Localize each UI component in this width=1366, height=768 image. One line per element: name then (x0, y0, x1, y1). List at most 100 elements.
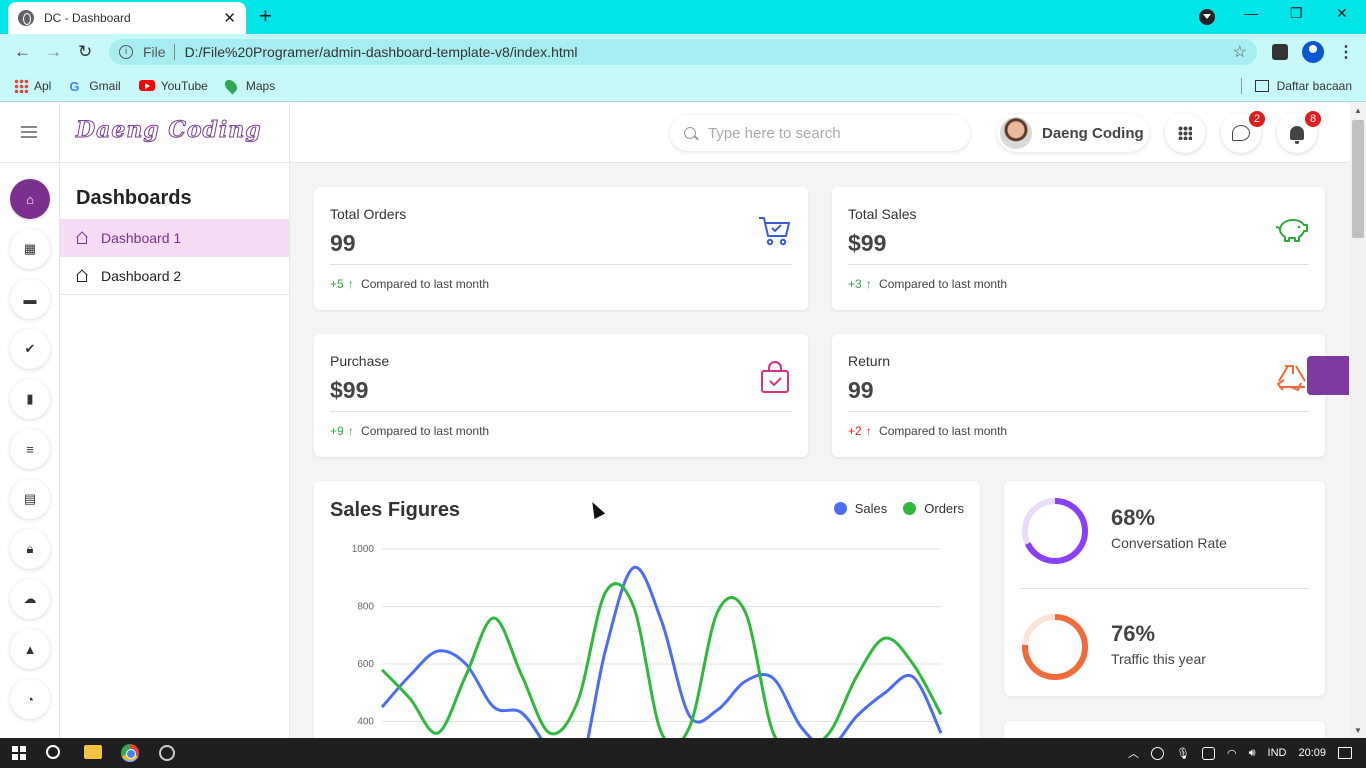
extensions-puzzle-icon[interactable] (1272, 44, 1288, 60)
conversation-rate-donut (1022, 498, 1088, 564)
chrome-icon[interactable] (121, 744, 139, 762)
bookmark-maps[interactable]: Maps (222, 77, 275, 94)
stat-compare-text: Compared to last month (879, 424, 1008, 438)
series-line-orders (380, 582, 943, 738)
stat-divider (330, 411, 792, 412)
sidebar-title: Dashboards (76, 187, 192, 209)
bookmark-apl[interactable]: Apl (14, 78, 52, 93)
sidebar-divider (60, 162, 290, 163)
sales-figures-card: Sales Figures Sales Orders 1000 800 600 400 (314, 481, 980, 738)
progress-divider (1020, 588, 1309, 589)
brand-logo[interactable]: Daeng Coding (76, 117, 262, 144)
series-line-sales (380, 565, 943, 738)
window-close-icon[interactable]: ✕ (1336, 5, 1348, 21)
language-indicator[interactable]: IND (1267, 747, 1287, 759)
forward-icon[interactable]: → (45, 42, 62, 61)
tray-chevron-icon[interactable]: ︿ (1128, 748, 1139, 760)
search-input[interactable] (708, 124, 948, 142)
stat-value: $99 (330, 377, 369, 403)
stat-divider (848, 264, 1309, 265)
profile-icon[interactable] (1302, 41, 1324, 63)
legend-item-orders[interactable]: Orders (903, 501, 964, 516)
menu-kebab-icon[interactable]: ⋮ (1338, 44, 1354, 61)
new-tab-icon[interactable]: + (259, 3, 272, 28)
microphone-icon[interactable]: 🎙︎ (1176, 747, 1190, 760)
maps-pin-icon (222, 77, 240, 94)
traffic-cone-icon[interactable]: ▲ (10, 629, 50, 669)
home-icon[interactable]: ⌂ (10, 179, 50, 219)
shopping-bag-icon[interactable]: ✔ (10, 329, 50, 369)
bookmark-star-icon[interactable]: ☆ (1232, 44, 1247, 61)
settings-side-tab[interactable] (1307, 356, 1349, 395)
notifications-button[interactable]: 8 (1277, 111, 1321, 153)
address-bar[interactable]: i File D:/File%20Programer/admin-dashboa… (109, 39, 1257, 65)
stat-footer: +5 ↑ Compared to last month (330, 277, 489, 291)
user-profile-chip[interactable]: Daeng Coding (997, 114, 1149, 152)
cloud-download-icon[interactable]: ☁ (10, 579, 50, 619)
bell-icon (1290, 126, 1304, 144)
notification-center-icon[interactable] (1338, 747, 1352, 759)
tab-close-icon[interactable]: ✕ (223, 10, 236, 27)
taskbar-search-icon[interactable] (46, 745, 60, 759)
battery-icon[interactable] (1201, 746, 1215, 760)
stat-compare-text: Compared to last month (879, 277, 1008, 291)
home-outline-icon (76, 232, 88, 244)
wifi-icon[interactable]: ◠ (1226, 747, 1237, 760)
legend-label: Sales (854, 501, 888, 516)
stat-label: Return (848, 353, 891, 369)
minimize-icon[interactable]: — (1244, 5, 1258, 21)
stat-divider (330, 264, 792, 265)
bookmark-label: Apl (34, 78, 52, 93)
progress-card: 68% Conversation Rate 76% Traffic this y… (1004, 481, 1325, 696)
sidebar-item-dashboard-1[interactable]: Dashboard 1 (60, 219, 289, 257)
legend-item-sales[interactable]: Sales (833, 501, 888, 516)
next-card (1004, 721, 1325, 738)
reading-list-button[interactable]: Daftar bacaan (1254, 79, 1352, 93)
tab-search-icon[interactable] (1199, 9, 1215, 25)
apps-button[interactable] (1165, 113, 1205, 153)
stat-value: $99 (848, 230, 887, 256)
info-icon[interactable]: i (119, 45, 133, 59)
stat-delta: +2 (848, 424, 862, 438)
back-icon[interactable]: ← (14, 42, 31, 61)
file-explorer-icon[interactable] (84, 745, 102, 759)
url-text[interactable]: D:/File%20Programer/admin-dashboard-temp… (184, 44, 578, 60)
extension-area: ⋮ (1272, 41, 1354, 63)
search-icon (684, 127, 696, 139)
dashboard-grid-icon[interactable]: ▦ (10, 229, 50, 269)
stat-card-total-sales: Total Sales $99 +3 ↑ Compared to last mon… (832, 187, 1325, 310)
bookmark-icon[interactable]: ▮ (10, 379, 50, 419)
scroll-up-icon[interactable]: ▲ (1354, 106, 1362, 115)
restore-icon[interactable]: ❐ (1290, 5, 1303, 21)
spreadsheet-icon[interactable]: ▤ (10, 479, 50, 519)
bookmark-gmail[interactable]: G Gmail (69, 79, 120, 94)
shopping-bag-check-icon (761, 361, 789, 393)
reload-icon[interactable]: ↻ (78, 42, 93, 61)
file-icon[interactable]: ≡ (10, 429, 50, 469)
lock-icon[interactable]: 🔒︎ (10, 529, 50, 569)
sidebar-item-dashboard-2[interactable]: Dashboard 2 (60, 257, 289, 295)
obs-icon[interactable] (159, 745, 175, 761)
browser-tab-strip: DC - Dashboard ✕ + — ❐ ✕ (0, 0, 1366, 34)
stat-label: Total Orders (330, 206, 407, 222)
briefcase-icon[interactable]: ▬ (10, 279, 50, 319)
scrollbar-thumb[interactable] (1352, 120, 1364, 238)
clock[interactable]: 20:09 (1298, 747, 1326, 759)
windows-start-icon[interactable] (12, 746, 26, 760)
page-scrollbar[interactable] (1350, 103, 1366, 738)
stat-value: 99 (848, 377, 874, 403)
pie-chart-icon[interactable]: ◔ (10, 679, 50, 719)
y-tick-label: 600 (357, 659, 374, 670)
browser-tab[interactable]: DC - Dashboard ✕ (8, 2, 246, 34)
hamburger-menu-icon[interactable] (21, 126, 37, 138)
traffic-donut (1022, 614, 1088, 680)
bookmark-youtube[interactable]: YouTube (138, 79, 208, 93)
system-tray: ︿ 🎙︎ ◠ 🔊︎ IND 20:09 (1128, 738, 1352, 768)
scroll-down-icon[interactable]: ▼ (1354, 726, 1362, 735)
volume-icon[interactable]: 🔊︎ (1248, 746, 1256, 759)
stat-delta: +5 (330, 277, 344, 291)
main-content: Total Orders 99 +5 ↑ Compared to last mon… (290, 163, 1350, 738)
tray-app-icon[interactable] (1151, 746, 1164, 760)
messages-button[interactable]: 2 (1221, 111, 1265, 153)
tab-title: DC - Dashboard (44, 11, 131, 25)
